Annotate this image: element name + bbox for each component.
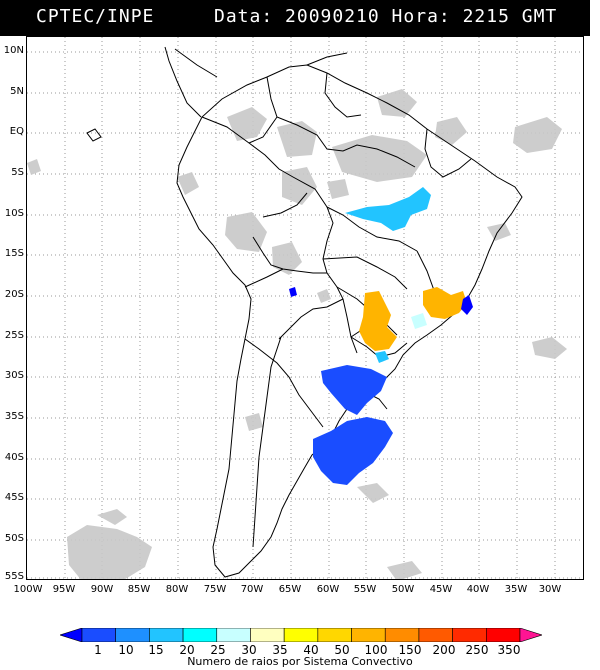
colorbar-cell [418, 628, 453, 642]
colorbar-cell [283, 628, 319, 642]
colorbar-label: 1 [94, 643, 102, 657]
system-cyan-north [345, 187, 431, 231]
colorbar-title: Numero de raios por Sistema Convectivo [187, 655, 413, 668]
colorbar-cell [81, 628, 116, 642]
lon-label: 45W [429, 584, 453, 595]
system-lightcyan [411, 313, 427, 329]
system-blue-south [313, 417, 393, 485]
colorbar-label: 250 [465, 643, 489, 657]
colorbar-label: 100 [364, 643, 388, 657]
lat-label: 50S [4, 533, 24, 544]
lat-label: 45S [4, 492, 24, 503]
country-borders [201, 72, 472, 548]
colorbar-label: 350 [497, 643, 521, 657]
lon-label: 70W [240, 584, 264, 595]
map-canvas [27, 37, 583, 579]
colorbar-label: 25 [210, 643, 226, 657]
lon-label: 90W [90, 584, 114, 595]
colorbar-label: 200 [432, 643, 456, 657]
lat-label: EQ [9, 126, 24, 137]
colorbar-label: 30 [241, 643, 257, 657]
system-cyan-small [375, 351, 389, 363]
lon-label: 40W [466, 584, 490, 595]
lon-label: 35W [504, 584, 528, 595]
lon-label: 65W [278, 584, 302, 595]
map-header: CPTEC/INPE Data: 20090210 Hora: 2215 GMT [0, 0, 590, 36]
lon-label: 30W [538, 584, 562, 595]
system-blue-small-2 [289, 287, 297, 297]
convective-systems [289, 187, 473, 485]
colorbar-cell [351, 628, 386, 642]
map-panel [26, 36, 584, 580]
lon-label: 100W [13, 584, 43, 595]
colorbar-label: 20 [179, 643, 195, 657]
colorbar-cell [452, 628, 487, 642]
system-blue-small-1 [461, 295, 473, 315]
lon-label: 75W [203, 584, 227, 595]
cloud-cover [27, 89, 567, 579]
lat-label: 5S [11, 167, 24, 178]
colorbar-cell [519, 628, 542, 642]
lon-label: 55W [353, 584, 377, 595]
colorbar-cell [182, 628, 218, 642]
colorbar-label: 150 [398, 643, 422, 657]
colorbar-label: 40 [303, 643, 319, 657]
lat-label: 20S [4, 289, 24, 300]
colorbar-cell [486, 628, 521, 642]
lon-label: 60W [316, 584, 340, 595]
colorbar-cell [384, 628, 420, 642]
lat-label: 25S [4, 330, 24, 341]
lon-label: 50W [391, 584, 415, 595]
lat-label: 10S [4, 208, 24, 219]
lat-label: 30S [4, 370, 24, 381]
system-yellow-south [359, 291, 397, 351]
colorbar [60, 628, 542, 642]
colorbar-cell [149, 628, 184, 642]
system-blue-mid [321, 365, 387, 415]
graticule [27, 37, 583, 579]
lat-label: 5N [10, 86, 24, 97]
colorbar-cell [250, 628, 285, 642]
colorbar-label: 15 [148, 643, 164, 657]
system-yellow-east [423, 287, 467, 319]
lat-label: 15S [4, 248, 24, 259]
lon-label: 95W [52, 584, 76, 595]
lat-label: 35S [4, 411, 24, 422]
lon-label: 85W [127, 584, 151, 595]
agency-label: CPTEC/INPE [36, 6, 155, 27]
colorbar-label: 35 [272, 643, 288, 657]
colorbar-cell [115, 628, 150, 642]
colorbar-label: 10 [118, 643, 134, 657]
lat-label: 55S [4, 571, 24, 582]
lat-label: 40S [4, 452, 24, 463]
datetime-label: Data: 20090210 Hora: 2215 GMT [214, 6, 558, 27]
colorbar-label: 50 [334, 643, 350, 657]
lon-label: 80W [165, 584, 189, 595]
colorbar-cell [60, 628, 83, 642]
colorbar-cell [216, 628, 251, 642]
lat-label: 10N [3, 45, 24, 56]
colorbar-cell [317, 628, 352, 642]
